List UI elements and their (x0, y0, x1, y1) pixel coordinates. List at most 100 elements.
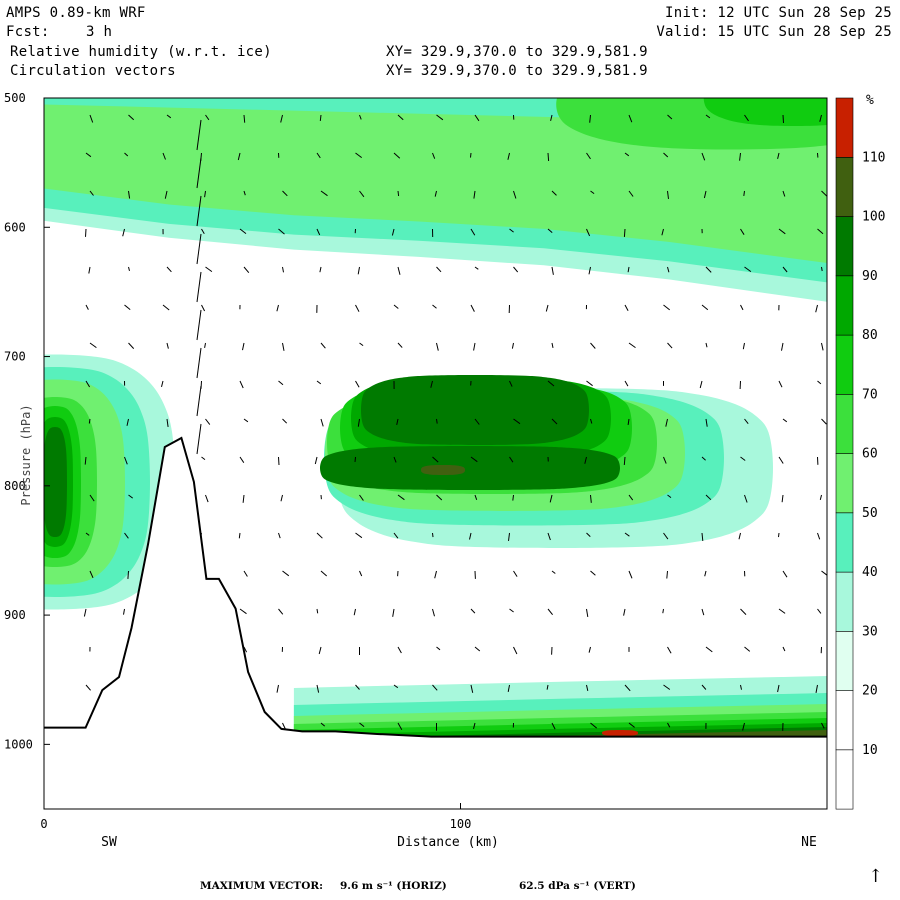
colorbar-label: 50 (862, 506, 878, 521)
circulation-vector (320, 190, 328, 197)
circulation-vector (280, 114, 283, 123)
circulation-vector (85, 380, 91, 388)
circulation-vector (473, 722, 476, 730)
circulation-vector (663, 152, 669, 158)
circulation-vector (701, 608, 705, 616)
x-axis-title: Distance (km) (397, 835, 499, 850)
colorbar-label: 70 (862, 387, 878, 402)
circulation-vector (551, 190, 557, 196)
circulation-vector (89, 114, 94, 123)
circulation-vector (667, 646, 672, 654)
circulation-vector (856, 153, 860, 159)
circulation-vector (550, 114, 553, 122)
circulation-vector (432, 456, 439, 463)
circulation-vector (744, 266, 752, 273)
colorbar-label: 10 (862, 743, 878, 758)
circulation-vector (204, 190, 206, 198)
field-subtitle: Circulation vectors (10, 63, 176, 79)
circulation-vector (586, 380, 593, 387)
y-tick-label: 900 (4, 608, 26, 622)
circulation-vector (88, 266, 91, 274)
circulation-vector (551, 342, 554, 348)
circulation-vector (782, 266, 788, 273)
circulation-vector (819, 494, 822, 501)
colorbar-swatch (835, 630, 854, 691)
circulation-vector (436, 418, 438, 424)
circulation-vector (744, 494, 748, 503)
y-tick-label: 700 (4, 350, 26, 364)
circulation-vector (742, 722, 745, 731)
circulation-vector (89, 190, 94, 196)
circulation-vector (359, 342, 364, 347)
circulation-vector (278, 532, 281, 539)
circulation-vector (507, 152, 510, 160)
circulation-vector (628, 190, 634, 197)
valid-time: Valid: 15 UTC Sun 28 Sep 25 (656, 24, 892, 40)
colorbar-label: 110 (862, 150, 885, 165)
circulation-vector (817, 532, 821, 540)
circulation-vector (282, 342, 285, 351)
circulation-vector (778, 608, 786, 614)
circulation-vector (201, 304, 206, 312)
circulation-vector (860, 191, 866, 196)
circulation-vector (128, 190, 131, 199)
circulation-vector (701, 152, 706, 161)
circulation-vector (393, 304, 399, 309)
circulation-vector (282, 418, 288, 424)
colorbar-swatch (835, 97, 854, 158)
circulation-vector (667, 266, 670, 273)
circulation-vector (316, 228, 321, 236)
circulation-vector (699, 380, 703, 389)
rh-region-110-surface (602, 730, 638, 736)
circulation-vector (551, 722, 556, 730)
circulation-vector (126, 418, 129, 426)
circulation-vector (318, 646, 322, 655)
circulation-vector (860, 115, 861, 120)
circulation-vector (85, 304, 89, 310)
circulation-vector (586, 608, 589, 617)
circulation-vector (124, 152, 129, 157)
circulation-vector (436, 646, 441, 651)
circulation-vector (359, 722, 365, 727)
circulation-vector (128, 494, 133, 499)
circulation-vector (393, 456, 397, 463)
circulation-vector (547, 228, 553, 233)
max-vector-horiz: 9.6 m s⁻¹ (HORIZ) (340, 880, 447, 892)
circulation-vector (782, 646, 786, 652)
circulation-vector (860, 495, 861, 501)
circulation-vector (355, 684, 360, 690)
y-tick-label: 800 (4, 479, 26, 493)
circulation-vector (782, 114, 784, 124)
circulation-vector (821, 342, 824, 351)
colorbar-label: 80 (862, 328, 878, 343)
circulation-vector (590, 342, 596, 349)
circulation-vector (278, 456, 280, 466)
circulation-vector (196, 119, 202, 151)
circulation-vector (196, 271, 202, 303)
circulation-vector (474, 646, 481, 652)
circulation-vector (239, 228, 247, 234)
terrain-line (44, 436, 827, 738)
circulation-vector (282, 190, 288, 197)
circulation-vector (205, 266, 213, 273)
colorbar-swatch (835, 216, 854, 277)
circulation-vector (705, 646, 713, 653)
circulation-vector (628, 114, 633, 123)
circulation-vector (665, 418, 668, 427)
circulation-vector (196, 157, 202, 189)
circulation-vector (242, 342, 245, 351)
x-tick-label: 0 (40, 817, 47, 831)
circulation-vector (124, 456, 128, 465)
circulation-vector (667, 494, 672, 499)
circulation-vector (436, 494, 443, 501)
circulation-vector (276, 304, 279, 312)
circulation-vector (83, 608, 87, 617)
circulation-vector (858, 647, 860, 655)
circulation-vector (507, 684, 510, 692)
circulation-vector (590, 418, 593, 424)
forecast-label: Fcst: (6, 24, 50, 40)
circulation-vector (128, 266, 130, 272)
circulation-vector (84, 456, 87, 465)
circulation-vector (589, 114, 591, 123)
circulation-vector (436, 342, 439, 351)
